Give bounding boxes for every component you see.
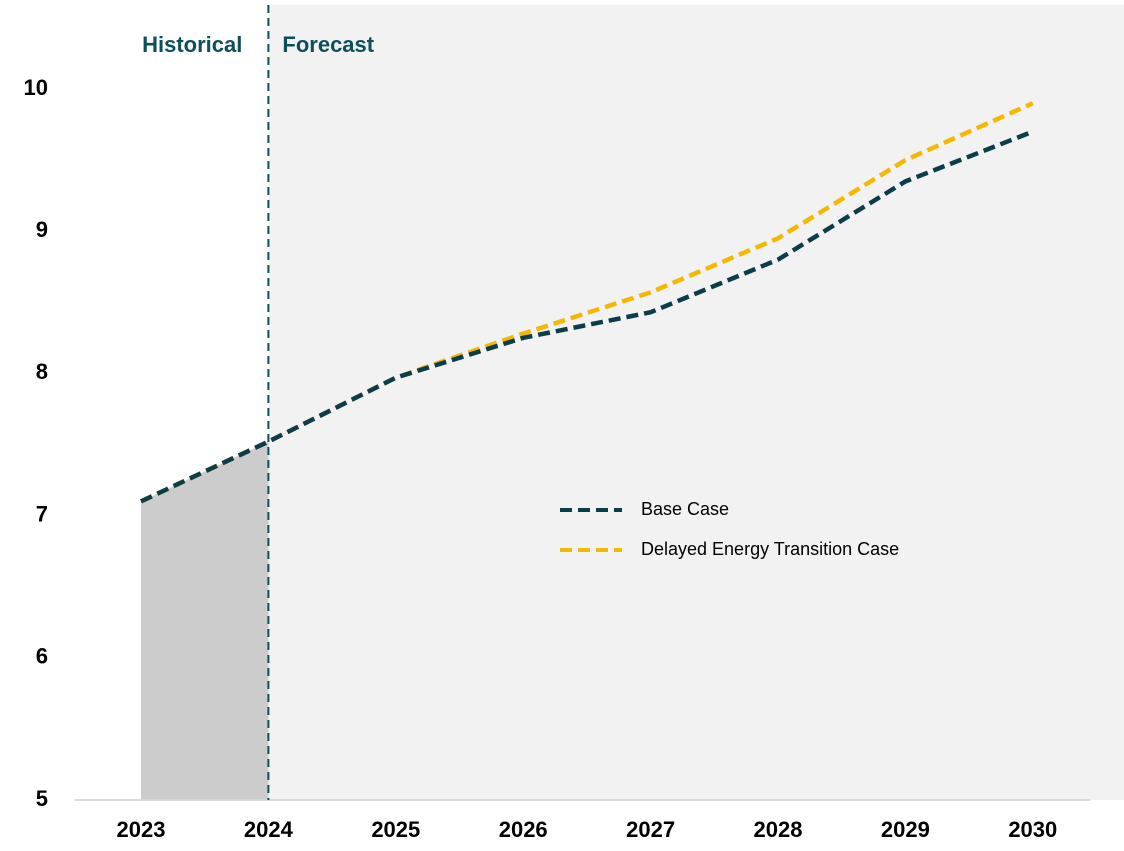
legend-label: Delayed Energy Transition Case [641,539,899,559]
forecast-area [268,5,1124,800]
x-tick-label: 2027 [626,817,675,842]
x-tick-label: 2029 [881,817,930,842]
x-tick-label: 2030 [1008,817,1057,842]
y-tick-label: 5 [36,786,48,811]
x-tick-label: 2024 [244,817,294,842]
annotation: Historical [142,32,242,57]
y-tick-label: 10 [24,75,48,100]
x-tick-label: 2028 [754,817,803,842]
x-tick-label: 2025 [371,817,420,842]
y-tick-label: 9 [36,217,48,242]
annotation: Forecast [282,32,374,57]
y-tick-label: 8 [36,359,48,384]
series-line [140,129,1034,504]
y-tick-label: 6 [36,644,48,669]
legend-label: Base Case [641,499,729,519]
y-tick-label: 7 [36,501,48,526]
x-tick-label: 2026 [499,817,548,842]
historical-area [141,441,269,800]
x-tick-label: 2023 [117,817,166,842]
